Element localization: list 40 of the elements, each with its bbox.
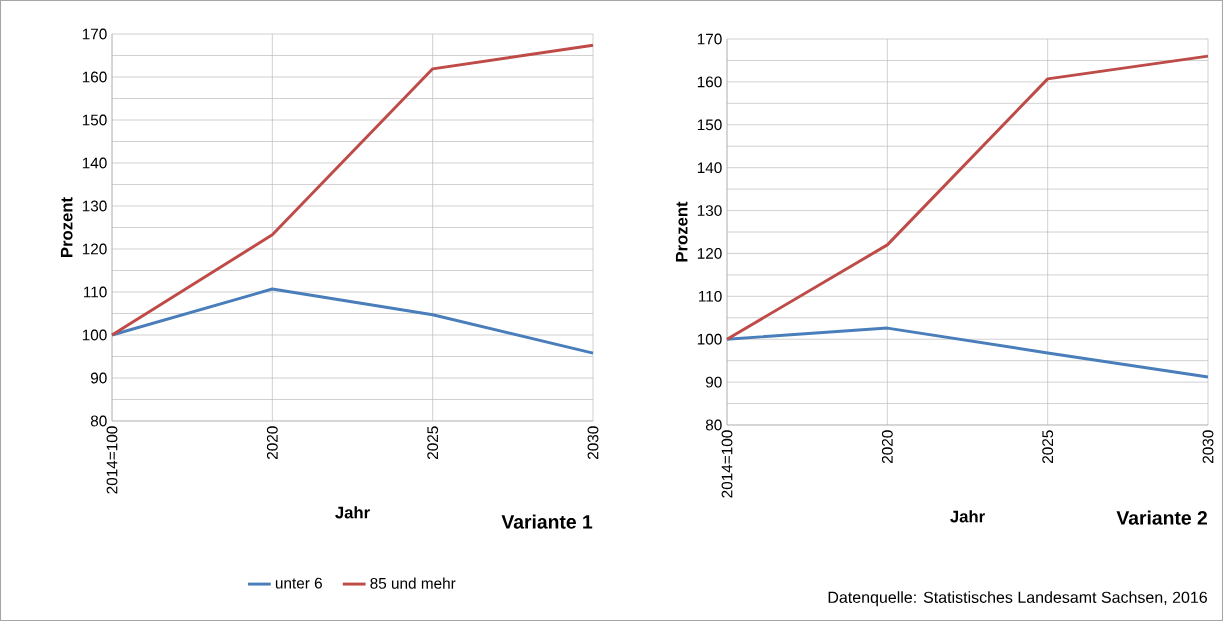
line-series [725,326,1210,379]
text: Datenquelle: Statistisches Landesamt Sachsen, 2016 [828,591,1207,607]
y-tick-label: 120 [697,248,722,259]
y-tick-label: 160 [82,71,107,83]
line-series [110,43,595,337]
y-tick-label: 150 [697,119,722,131]
y-tick-label: 170 [697,33,722,45]
x-tick-label: 2030 [1202,430,1214,464]
y-tick-label: 120 [82,243,107,255]
x-tick-label: 2025 [427,426,439,460]
y-tick-label: 110 [699,290,722,302]
y-tick-label: 90 [90,372,107,384]
y-tick-label: 90 [705,376,722,388]
text: Variante 2 [1116,510,1207,525]
x-axis-title: Jahr [950,510,985,523]
line-series [725,54,1210,341]
x-tick-label: 2030 [587,426,599,460]
legend-label: unter 6 [275,577,322,589]
y-tick-label: 100 [697,333,722,345]
y-tick-label: 150 [82,114,107,126]
text: Variante 1 [501,514,593,529]
legend-label: 85 und mehr [370,577,456,589]
y-axis-title: Prozent [60,197,73,257]
x-tick-label: 2020 [266,426,278,460]
y-tick-label: 80 [705,419,722,431]
y-tick-label: 140 [697,162,722,174]
y-tick-label: 160 [697,76,722,88]
x-tick-label: 2014=100 [106,426,118,494]
y-tick-label: 130 [82,200,107,212]
y-axis-title: Prozent [675,201,688,262]
y-tick-label: 80 [90,415,107,427]
x-tick-label: 2020 [881,430,893,464]
x-tick-label: 2025 [1042,430,1054,464]
x-axis-title: Jahr [335,506,370,519]
y-tick-label: 130 [697,205,722,216]
y-tick-label: 140 [82,157,107,169]
y-tick-label: 110 [84,286,107,298]
y-tick-label: 170 [82,28,107,40]
x-tick-label: 2014=100 [721,430,733,498]
y-tick-label: 100 [82,329,107,341]
